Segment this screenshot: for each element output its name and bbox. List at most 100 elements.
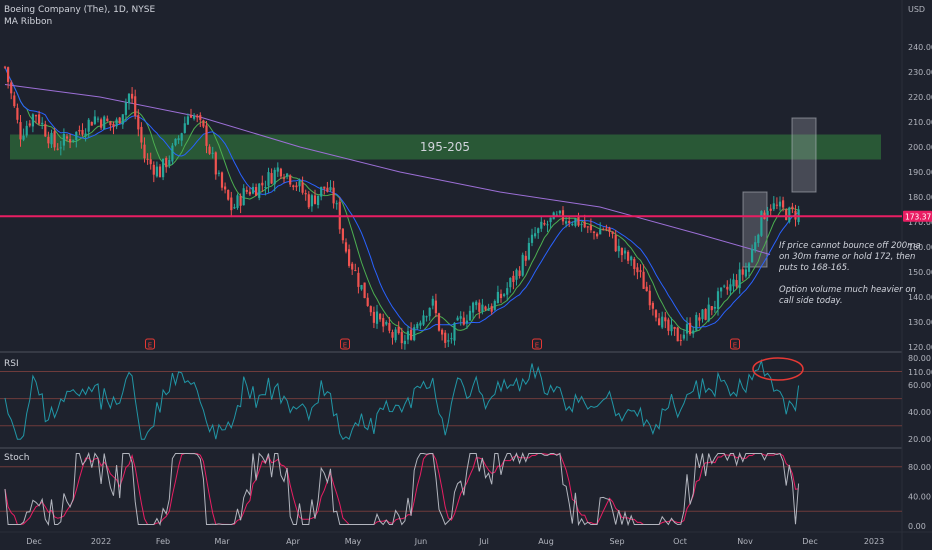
candle-body <box>540 221 543 229</box>
candle-body <box>769 208 772 211</box>
measure-box-1[interactable] <box>742 191 768 268</box>
candle-body <box>648 290 651 306</box>
candle-body <box>512 275 515 282</box>
candle-body <box>323 186 326 189</box>
candle-body <box>453 322 456 341</box>
price-tick-label: 160.00 <box>908 243 932 252</box>
candle-body <box>403 340 406 345</box>
price-tick-label: 200.00 <box>908 143 932 152</box>
rsi-highlight-ellipse[interactable] <box>752 357 804 381</box>
candle-body <box>189 115 193 118</box>
candle-body <box>496 291 499 304</box>
candle-body <box>791 206 794 210</box>
indicator-label: MA Ribbon <box>4 17 52 27</box>
rsi-tick-label: 80.00 <box>908 354 931 363</box>
candle-body <box>53 131 56 148</box>
candle-body <box>326 187 329 192</box>
time-tick-label: 2022 <box>91 537 111 546</box>
annotation-line: on 30m frame or hold 172, then <box>779 252 915 262</box>
candle-body <box>59 147 62 149</box>
candle-body <box>596 233 599 237</box>
candle-body <box>155 166 158 177</box>
price-tick-label: 230.00 <box>908 68 932 77</box>
candle-body <box>555 214 558 216</box>
candle-body <box>692 330 695 334</box>
candle-body <box>493 301 496 310</box>
candle-body <box>158 166 162 178</box>
candle-body <box>720 287 723 292</box>
candle-body <box>481 304 484 312</box>
candle-body <box>515 269 518 280</box>
candle-body <box>437 313 441 331</box>
candle-body <box>137 115 140 130</box>
candle-body <box>87 119 90 132</box>
candle-body <box>633 258 636 269</box>
candle-body <box>506 288 509 295</box>
candle-body <box>354 270 357 272</box>
price-axis[interactable]: 240.00 230.00 220.00 210.00 200.00 190.00 180.… <box>908 43 932 377</box>
candle-body <box>134 96 137 117</box>
candle-body <box>388 323 391 331</box>
candle-body <box>608 227 611 232</box>
time-axis[interactable]: Dec 2022 Feb Mar Apr May Jun Jul Aug Sep Oct Nov Dec… <box>26 537 884 546</box>
candle-body <box>233 207 236 209</box>
annotation-line: call side today. <box>779 296 843 306</box>
rsi-line <box>4 358 800 441</box>
candle-body <box>614 235 617 252</box>
time-tick-label: Mar <box>214 537 230 546</box>
candle-body <box>140 126 143 143</box>
time-tick-label: Jun <box>414 537 428 546</box>
candle-body <box>264 187 267 189</box>
candle-body <box>217 172 220 174</box>
candle-body <box>279 168 282 177</box>
candle-body <box>472 302 475 313</box>
candle-body <box>422 315 425 325</box>
candle-body <box>589 225 592 231</box>
candle-body <box>704 308 707 320</box>
candle-body <box>103 116 106 130</box>
candle-body <box>81 129 84 135</box>
candle-body <box>369 306 372 313</box>
candle-body <box>375 311 379 324</box>
candle-body <box>180 133 183 141</box>
candle-body <box>658 318 661 326</box>
stoch-pane[interactable]: 80.00 40.00 0.00 <box>0 451 931 532</box>
candle-body <box>444 332 447 343</box>
candle-body <box>16 107 19 120</box>
candle-body <box>214 152 217 175</box>
candle-body <box>220 172 224 188</box>
candle-body <box>592 231 596 233</box>
candle-body <box>751 248 754 263</box>
candle-body <box>199 115 202 120</box>
measure-box-2[interactable] <box>791 117 817 193</box>
candle-body <box>143 144 146 159</box>
candle-body <box>31 114 34 127</box>
candle-body <box>19 122 22 140</box>
candle-body <box>586 226 589 228</box>
candle-body <box>794 210 797 220</box>
candle-body <box>320 186 323 197</box>
candle-body <box>348 249 351 266</box>
candle-body <box>484 306 487 310</box>
candle-body <box>317 195 320 206</box>
rsi-pane[interactable]: 80.00 60.00 40.00 20.00 <box>0 354 931 444</box>
candle-body <box>475 301 478 306</box>
candle-body <box>630 256 633 261</box>
candle-body <box>509 277 512 288</box>
candle-body <box>282 177 286 179</box>
candle-body <box>441 329 444 335</box>
earnings-marker-label: E <box>343 342 347 350</box>
candle-body <box>636 267 639 273</box>
candle-body <box>468 310 472 321</box>
candle-body <box>521 254 524 276</box>
candle-body <box>385 321 388 325</box>
candle-body <box>568 221 571 223</box>
candle-body <box>236 195 239 208</box>
candle-body <box>689 322 692 335</box>
candle-body <box>772 203 775 210</box>
rsi-tick-label: 40.00 <box>908 408 931 417</box>
